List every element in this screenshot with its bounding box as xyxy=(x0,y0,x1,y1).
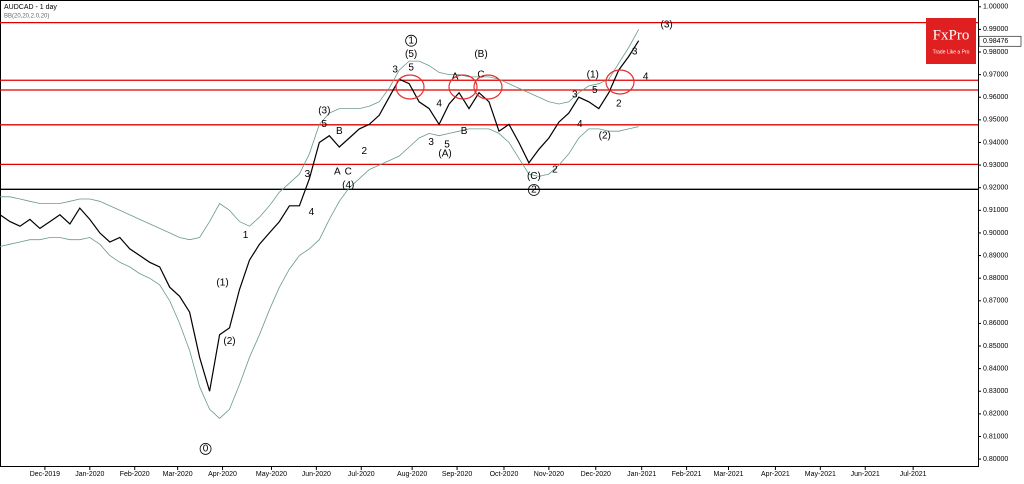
wave-label: 3 xyxy=(305,169,311,180)
x-tick-label: Sep-2020 xyxy=(442,471,472,478)
y-tick-label: 0.84000 xyxy=(983,365,1008,372)
logo-tagline: Trade Like a Pro xyxy=(933,49,970,55)
y-tick-label: 0.96000 xyxy=(983,94,1008,101)
y-tick-label: 0.99000 xyxy=(983,26,1008,33)
x-tick-label: Jun-2020 xyxy=(302,471,331,478)
highlight-ellipse xyxy=(605,69,635,95)
y-tick-label: 0.92000 xyxy=(983,185,1008,192)
wave-label: A xyxy=(334,167,341,178)
y-tick-label: 1.00000 xyxy=(983,4,1008,11)
x-tick-label: Apr-2020 xyxy=(208,471,237,478)
wave-label: C xyxy=(477,69,484,80)
highlights xyxy=(395,69,635,100)
wave-label: 2 xyxy=(552,164,558,175)
last-price-box xyxy=(978,35,1022,47)
wave-label: 5 xyxy=(592,85,598,96)
highlight-ellipse xyxy=(395,74,425,100)
price-line xyxy=(0,40,640,392)
wave-label: (3) xyxy=(318,105,330,116)
wave-label: (2) xyxy=(599,130,611,141)
annotation-circle xyxy=(405,34,418,47)
y-tick-label: 0.88000 xyxy=(983,275,1008,282)
wave-label: 5 xyxy=(408,62,414,73)
wave-label: (3) xyxy=(661,20,673,31)
x-tick-label: Dec-2020 xyxy=(581,471,611,478)
y-tick-label: 0.97000 xyxy=(983,71,1008,78)
logo: FxPro Trade Like a Pro xyxy=(926,18,976,64)
x-tick-label: Apr-2021 xyxy=(761,471,790,478)
wave-label: 4 xyxy=(643,72,649,83)
x-tick-label: Nov-2020 xyxy=(534,471,564,478)
wave-label: 2 xyxy=(361,146,367,157)
y-tick-label: 0.82000 xyxy=(983,411,1008,418)
y-tick-label: 0.87000 xyxy=(983,298,1008,305)
band-line xyxy=(0,126,639,419)
wave-label: (2) xyxy=(223,336,235,347)
y-tick-label: 0.81000 xyxy=(983,433,1008,440)
wave-label: (4) xyxy=(342,180,354,191)
last-price-label: 0.98476 xyxy=(983,38,1008,45)
wave-label: 4 xyxy=(436,99,442,110)
y-tick-label: 0.80000 xyxy=(983,456,1008,463)
wave-label: 3 xyxy=(632,47,638,58)
wave-label: 0 xyxy=(203,444,209,455)
wave-label: 1 xyxy=(243,230,249,241)
y-tick-label: 0.98000 xyxy=(983,49,1008,56)
wave-label: 5 xyxy=(444,139,450,150)
wave-label: (A) xyxy=(438,148,451,159)
wave-label: 4 xyxy=(309,207,315,218)
y-tick-label: 0.86000 xyxy=(983,320,1008,327)
y-tick-label: 0.90000 xyxy=(983,230,1008,237)
wave-label: (1) xyxy=(216,277,228,288)
x-tick-label: Jul-2020 xyxy=(348,471,375,478)
y-tick-label: 0.95000 xyxy=(983,117,1008,124)
x-tick-label: Mar-2021 xyxy=(714,471,744,478)
wave-label: 2 xyxy=(531,185,537,196)
band-line xyxy=(0,29,640,241)
y-tick-label: 0.91000 xyxy=(983,207,1008,214)
highlight-ellipse xyxy=(473,74,503,100)
logo-box xyxy=(926,18,976,64)
wave-label: 5 xyxy=(322,119,328,130)
x-tick-label: Dec-2019 xyxy=(30,471,60,478)
y-tick-label: 0.89000 xyxy=(983,252,1008,259)
wave-label: 4 xyxy=(577,119,583,130)
x-tick-label: Jan-2021 xyxy=(627,471,656,478)
wave-label: 1 xyxy=(408,35,414,46)
plot-frame xyxy=(0,0,979,467)
x-tick-label: Mar-2020 xyxy=(163,471,193,478)
annotation-circle xyxy=(199,443,212,455)
wave-label: 3 xyxy=(392,65,398,76)
wave-label: (B) xyxy=(474,49,487,60)
x-tick-label: Jun-2021 xyxy=(851,471,880,478)
wave-label: (5) xyxy=(405,49,417,60)
y-tick-label: 0.94000 xyxy=(983,139,1008,146)
highlight-ellipse xyxy=(448,74,478,100)
wave-label: 3 xyxy=(428,137,434,148)
wave-label: (C) xyxy=(527,171,541,182)
x-tick-label: Jul-2021 xyxy=(900,471,927,478)
wave-label: B xyxy=(336,126,343,137)
wave-label: B xyxy=(461,126,468,137)
x-tick-label: Feb-2021 xyxy=(672,471,702,478)
y-tick-label: 0.85000 xyxy=(983,343,1008,350)
indicator-label: BB(20,20,2.0,20) xyxy=(4,14,49,20)
x-tick-label: Aug-2020 xyxy=(397,471,427,478)
wave-label: 3 xyxy=(572,90,578,101)
wave-label: 2 xyxy=(616,99,622,110)
y-tick-label: 0.93000 xyxy=(983,162,1008,169)
annotation-circle xyxy=(528,184,540,196)
x-tick-label: Oct-2020 xyxy=(490,471,519,478)
x-tick-label: Jan-2020 xyxy=(75,471,104,478)
x-tick-label: May-2021 xyxy=(805,471,836,478)
chart-title: AUDCAD - 1 day xyxy=(4,4,57,11)
wave-label: C xyxy=(345,167,352,178)
wave-label: (1) xyxy=(587,69,599,80)
x-tick-label: Feb-2020 xyxy=(120,471,150,478)
logo-text: FxPro xyxy=(933,27,970,43)
y-tick-label: 0.83000 xyxy=(983,388,1008,395)
x-tick-label: May-2020 xyxy=(256,471,287,478)
